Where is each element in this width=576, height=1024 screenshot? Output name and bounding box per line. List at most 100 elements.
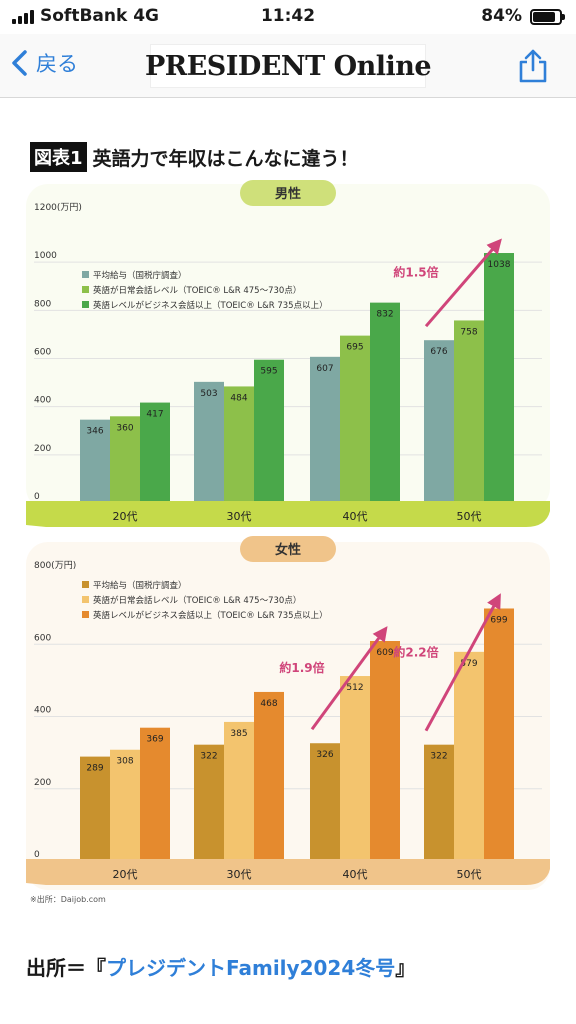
legend-entry: 英語が日常会話レベル（TOEIC® L&R 475～730点） [93, 595, 301, 606]
x-tick-label: 20代 [113, 510, 138, 523]
carrier-label: SoftBank 4G [40, 6, 159, 26]
bar [424, 340, 454, 503]
legend-entry: 平均給与（国税庁調査） [93, 580, 187, 591]
bar-value-label: 322 [200, 752, 217, 762]
legend-entry: 平均給与（国税庁調査） [93, 270, 187, 281]
bar [110, 749, 140, 861]
bar [254, 359, 284, 503]
bar [370, 640, 400, 861]
y-tick-label: 0 [34, 492, 40, 502]
x-tick-label: 20代 [113, 868, 138, 881]
x-tick-label: 50代 [457, 510, 482, 523]
bar-value-label: 360 [116, 423, 133, 433]
growth-arrow [424, 238, 502, 328]
bar-value-label: 758 [460, 327, 477, 337]
bar-value-label: 417 [146, 410, 163, 420]
signal-icon [12, 10, 34, 24]
source-caption: 出所＝『プレジデントFamily2024冬号』 [26, 952, 415, 981]
y-tick-label: 400 [34, 706, 51, 716]
growth-annotation: 約2.2倍 [393, 645, 438, 660]
bar-value-label: 289 [86, 764, 103, 774]
x-tick-label: 40代 [343, 510, 368, 523]
clock: 11:42 [260, 6, 316, 26]
bar-value-label: 308 [116, 757, 133, 767]
y-tick-label: 200 [34, 444, 51, 454]
x-tick-label: 30代 [227, 868, 252, 881]
bar-value-label: 369 [146, 735, 163, 745]
bar [340, 676, 370, 861]
source-link[interactable]: プレジデントFamily2024冬号 [106, 956, 396, 980]
president-online-logo: PRESIDENT Online [145, 44, 432, 88]
infographic: 0 200 400 600 800 1000 1200(万円) 男性平均給与（国税庁調査） 英語… [26, 128, 550, 912]
bar-value-label: 346 [86, 427, 103, 437]
logo-text: PRESIDENT Online [144, 50, 432, 82]
panel-title-pill [240, 536, 336, 562]
chevron-left-icon [12, 50, 27, 76]
bar [454, 320, 484, 503]
legend-swatch [82, 596, 89, 603]
bar [340, 335, 370, 503]
bar [110, 416, 140, 503]
growth-annotation: 約1.9倍 [279, 660, 324, 675]
x-tick-label: 30代 [227, 510, 252, 523]
nav-bar: 戻る PRESIDENT Online [0, 34, 576, 98]
y-tick-label: 800 [34, 299, 51, 309]
figure-title: 図表1 英語力で年収はこんなに違う！ [30, 142, 359, 172]
battery-percent: 84% [481, 6, 522, 26]
bar [484, 253, 514, 503]
bar [194, 744, 224, 861]
bar-value-label: 484 [230, 393, 247, 403]
bar-value-label: 609 [376, 648, 393, 658]
caption-suffix: 』 [395, 956, 416, 980]
bar [224, 721, 254, 861]
bar-value-label: 322 [430, 752, 447, 762]
legend-swatch [82, 611, 89, 618]
bar-value-label: 832 [376, 310, 393, 320]
growth-arrow [424, 593, 501, 732]
bar-value-label: 607 [316, 364, 333, 374]
panel-title: 男性 [275, 186, 301, 202]
legend-entry: 英語レベルがビジネス会話以上（TOEIC® L&R 735点以上） [93, 300, 328, 311]
x-tick-label: 40代 [343, 868, 368, 881]
y-tick-label: 200 [34, 778, 51, 788]
bar [80, 419, 110, 503]
bar [310, 356, 340, 503]
y-axis-unit-label: 1200(万円) [34, 202, 82, 213]
battery-icon [530, 9, 565, 25]
x-axis-band [26, 501, 550, 527]
bar-value-label: 385 [230, 729, 247, 739]
bar [454, 651, 484, 861]
bar [310, 743, 340, 861]
y-tick-label: 1000 [34, 251, 57, 261]
bar [424, 744, 454, 861]
growth-arrow [310, 626, 388, 731]
bar-value-label: 676 [430, 347, 447, 357]
back-label: 戻る [36, 52, 78, 76]
share-icon[interactable] [516, 48, 550, 84]
figure-tag: 図表1 [30, 142, 87, 172]
panel-title-pill [240, 180, 336, 206]
legend-swatch [82, 271, 89, 278]
y-tick-label: 400 [34, 396, 51, 406]
bar-value-label: 512 [346, 683, 363, 693]
legend-entry: 英語が日常会話レベル（TOEIC® L&R 475～730点） [93, 285, 301, 296]
x-axis-band [26, 859, 550, 885]
caption-prefix: 出所＝『 [26, 956, 106, 980]
bar-value-label: 326 [316, 750, 333, 760]
bar [254, 691, 284, 861]
legend-entry: 英語レベルがビジネス会話以上（TOEIC® L&R 735点以上） [93, 610, 328, 621]
battery-level [533, 12, 555, 22]
y-tick-label: 600 [34, 633, 51, 643]
bar [224, 386, 254, 503]
back-button[interactable]: 戻る [10, 48, 78, 78]
y-tick-label: 0 [34, 850, 40, 860]
status-bar: SoftBank 4G 11:42 84% [0, 0, 576, 34]
bar-value-label: 695 [346, 343, 363, 353]
bar-value-label: 595 [260, 367, 277, 377]
y-tick-label: 600 [34, 348, 51, 358]
bar [370, 302, 400, 503]
panel-title: 女性 [275, 542, 301, 558]
legend-swatch [82, 581, 89, 588]
bar [80, 756, 110, 861]
